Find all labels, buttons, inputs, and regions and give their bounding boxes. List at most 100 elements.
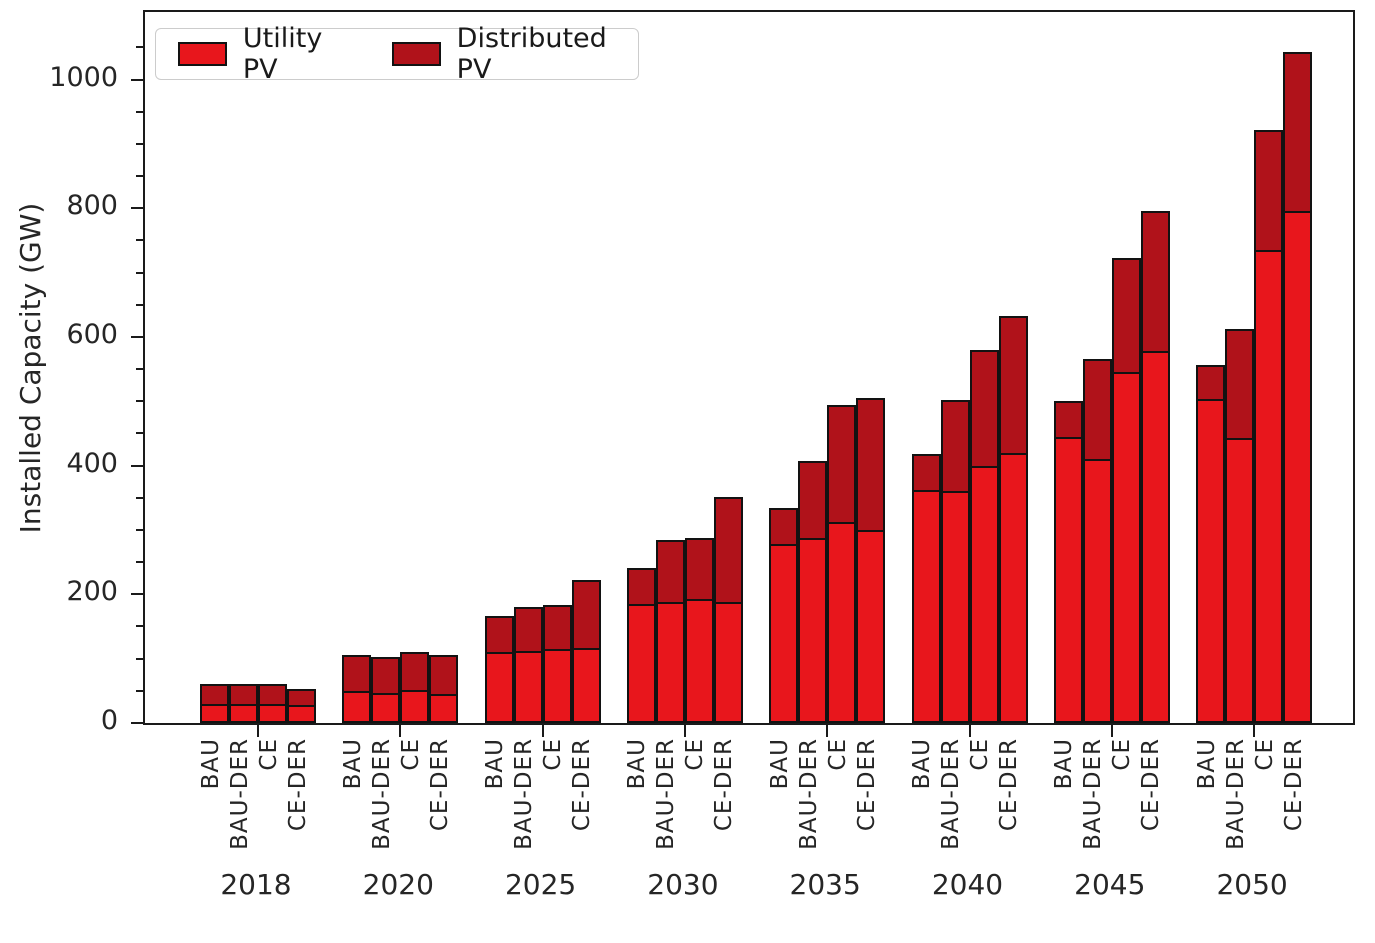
x-scenario-label: BAU-DER [368, 738, 395, 850]
bar-segment-utility-2040-bau-der [940, 491, 970, 723]
distributed-pv-swatch [391, 42, 441, 66]
x-scenario-label: CE-DER [711, 738, 738, 832]
bar-segment-distributed-2018-ce [258, 684, 287, 706]
bar-segment-distributed-2050-bau-der [1225, 329, 1255, 440]
bar-segment-distributed-2018-bau-der [229, 684, 258, 706]
legend: Utility PV Distributed PV [155, 23, 639, 85]
y-major-tick [131, 207, 143, 210]
y-minor-tick [136, 400, 143, 403]
bar-segment-utility-2050-ce [1254, 250, 1284, 723]
x-year-label: 2030 [647, 868, 719, 901]
y-minor-tick [136, 496, 143, 499]
bar-segment-distributed-2020-ce-der [429, 654, 459, 697]
bar-segment-distributed-2025-ce [542, 604, 572, 652]
x-scenario-label: BAU-DER [795, 738, 822, 850]
bar-segment-utility-2030-ce-der [713, 602, 743, 723]
bar-segment-distributed-2030-ce-der [713, 497, 743, 605]
bar-segment-distributed-2045-ce-der [1140, 210, 1170, 354]
x-major-tick [826, 725, 829, 737]
bar-segment-utility-2030-bau [626, 603, 656, 723]
bar-segment-distributed-2045-ce [1111, 257, 1141, 375]
x-scenario-label: CE-DER [1138, 738, 1165, 832]
x-major-tick [1253, 725, 1256, 737]
x-year-label: 2050 [1216, 868, 1288, 901]
bar-segment-distributed-2020-ce [400, 652, 430, 692]
y-minor-tick [136, 175, 143, 178]
bar-segment-utility-2018-bau-der [229, 703, 258, 723]
x-scenario-label: BAU [766, 738, 793, 790]
y-major-tick [131, 78, 143, 81]
bar-segment-utility-2035-ce [827, 522, 857, 723]
x-major-tick [541, 725, 544, 737]
x-scenario-label: BAU-DER [511, 738, 538, 850]
bar-segment-utility-2025-ce [542, 649, 572, 723]
x-scenario-label: BAU-DER [653, 738, 680, 850]
bar-segment-distributed-2018-bau [200, 684, 229, 706]
legend-entry-utility-pv: Utility PV [178, 23, 358, 85]
bar-segment-distributed-2050-bau [1196, 364, 1226, 402]
x-scenario-label: CE [1251, 738, 1278, 771]
x-major-tick [1110, 725, 1113, 737]
y-minor-tick [136, 271, 143, 274]
bar-segment-distributed-2035-bau [769, 508, 799, 547]
y-minor-tick [136, 110, 143, 113]
bar-segment-utility-2045-ce-der [1140, 351, 1170, 723]
bar-segment-utility-2040-ce-der [998, 452, 1028, 723]
bar-segment-utility-2018-bau [200, 703, 229, 723]
bar-segment-utility-2020-ce [400, 689, 430, 723]
bar-segment-distributed-2050-ce [1254, 129, 1284, 253]
x-scenario-label: CE [397, 738, 424, 771]
bar-segment-utility-2035-bau [769, 544, 799, 723]
x-scenario-label: BAU-DER [226, 738, 253, 850]
bar-segment-utility-2040-bau [911, 490, 941, 723]
bar-segment-utility-2035-ce-der [856, 529, 886, 723]
bar-segment-distributed-2040-bau [911, 454, 941, 493]
bar-segment-utility-2045-bau-der [1082, 459, 1112, 723]
bar-segment-distributed-2045-bau-der [1082, 359, 1112, 462]
bar-segment-utility-2025-bau-der [513, 650, 543, 723]
bar-segment-utility-2020-bau [342, 690, 372, 723]
x-major-tick [399, 725, 402, 737]
x-year-label: 2045 [1074, 868, 1146, 901]
y-major-tick [131, 722, 143, 724]
x-scenario-label: CE-DER [569, 738, 596, 832]
bar-segment-utility-2020-bau-der [371, 693, 401, 723]
bar-segment-distributed-2025-ce-der [571, 580, 601, 651]
bar-segment-utility-2050-ce-der [1283, 210, 1313, 723]
bar-segment-utility-2020-ce-der [429, 694, 459, 723]
x-scenario-label: BAU [197, 738, 224, 790]
y-minor-tick [136, 561, 143, 564]
plot-area [131, 10, 1355, 737]
x-scenario-label: CE [967, 738, 993, 771]
bar-segment-distributed-2030-ce [684, 537, 714, 602]
y-tick-label: 400 [66, 447, 118, 479]
x-scenario-label: CE [1109, 738, 1136, 771]
bar-segment-distributed-2020-bau [342, 655, 372, 693]
y-major-tick [131, 335, 143, 338]
y-minor-tick [136, 239, 143, 242]
bar-segment-distributed-2045-bau [1053, 401, 1083, 440]
y-major-tick [131, 593, 143, 596]
x-scenario-label: BAU [339, 738, 366, 790]
x-year-label: 2040 [931, 868, 1004, 901]
x-scenario-label: CE [824, 738, 851, 771]
x-scenario-label: BAU [624, 738, 651, 790]
x-scenario-label: BAU-DER [1222, 738, 1249, 850]
y-minor-tick [136, 142, 143, 145]
x-scenario-label: CE-DER [284, 738, 311, 832]
bar-segment-utility-2040-ce [969, 465, 999, 723]
y-minor-tick [136, 432, 143, 435]
x-year-label: 2020 [362, 868, 434, 901]
y-axis-title: Installed Capacity (GW) [14, 202, 47, 534]
x-major-tick [683, 725, 686, 737]
bar-segment-distributed-2040-ce [969, 349, 999, 468]
bar-segment-distributed-2030-bau [626, 567, 656, 606]
bar-segment-distributed-2018-ce-der [287, 688, 316, 707]
bar-segment-utility-2045-bau [1053, 437, 1083, 723]
x-major-tick [968, 725, 971, 737]
y-minor-tick [136, 625, 143, 628]
x-scenario-label: CE-DER [853, 738, 880, 832]
bar-segment-distributed-2035-ce-der [856, 398, 886, 532]
bar-segment-utility-2050-bau [1196, 399, 1226, 723]
